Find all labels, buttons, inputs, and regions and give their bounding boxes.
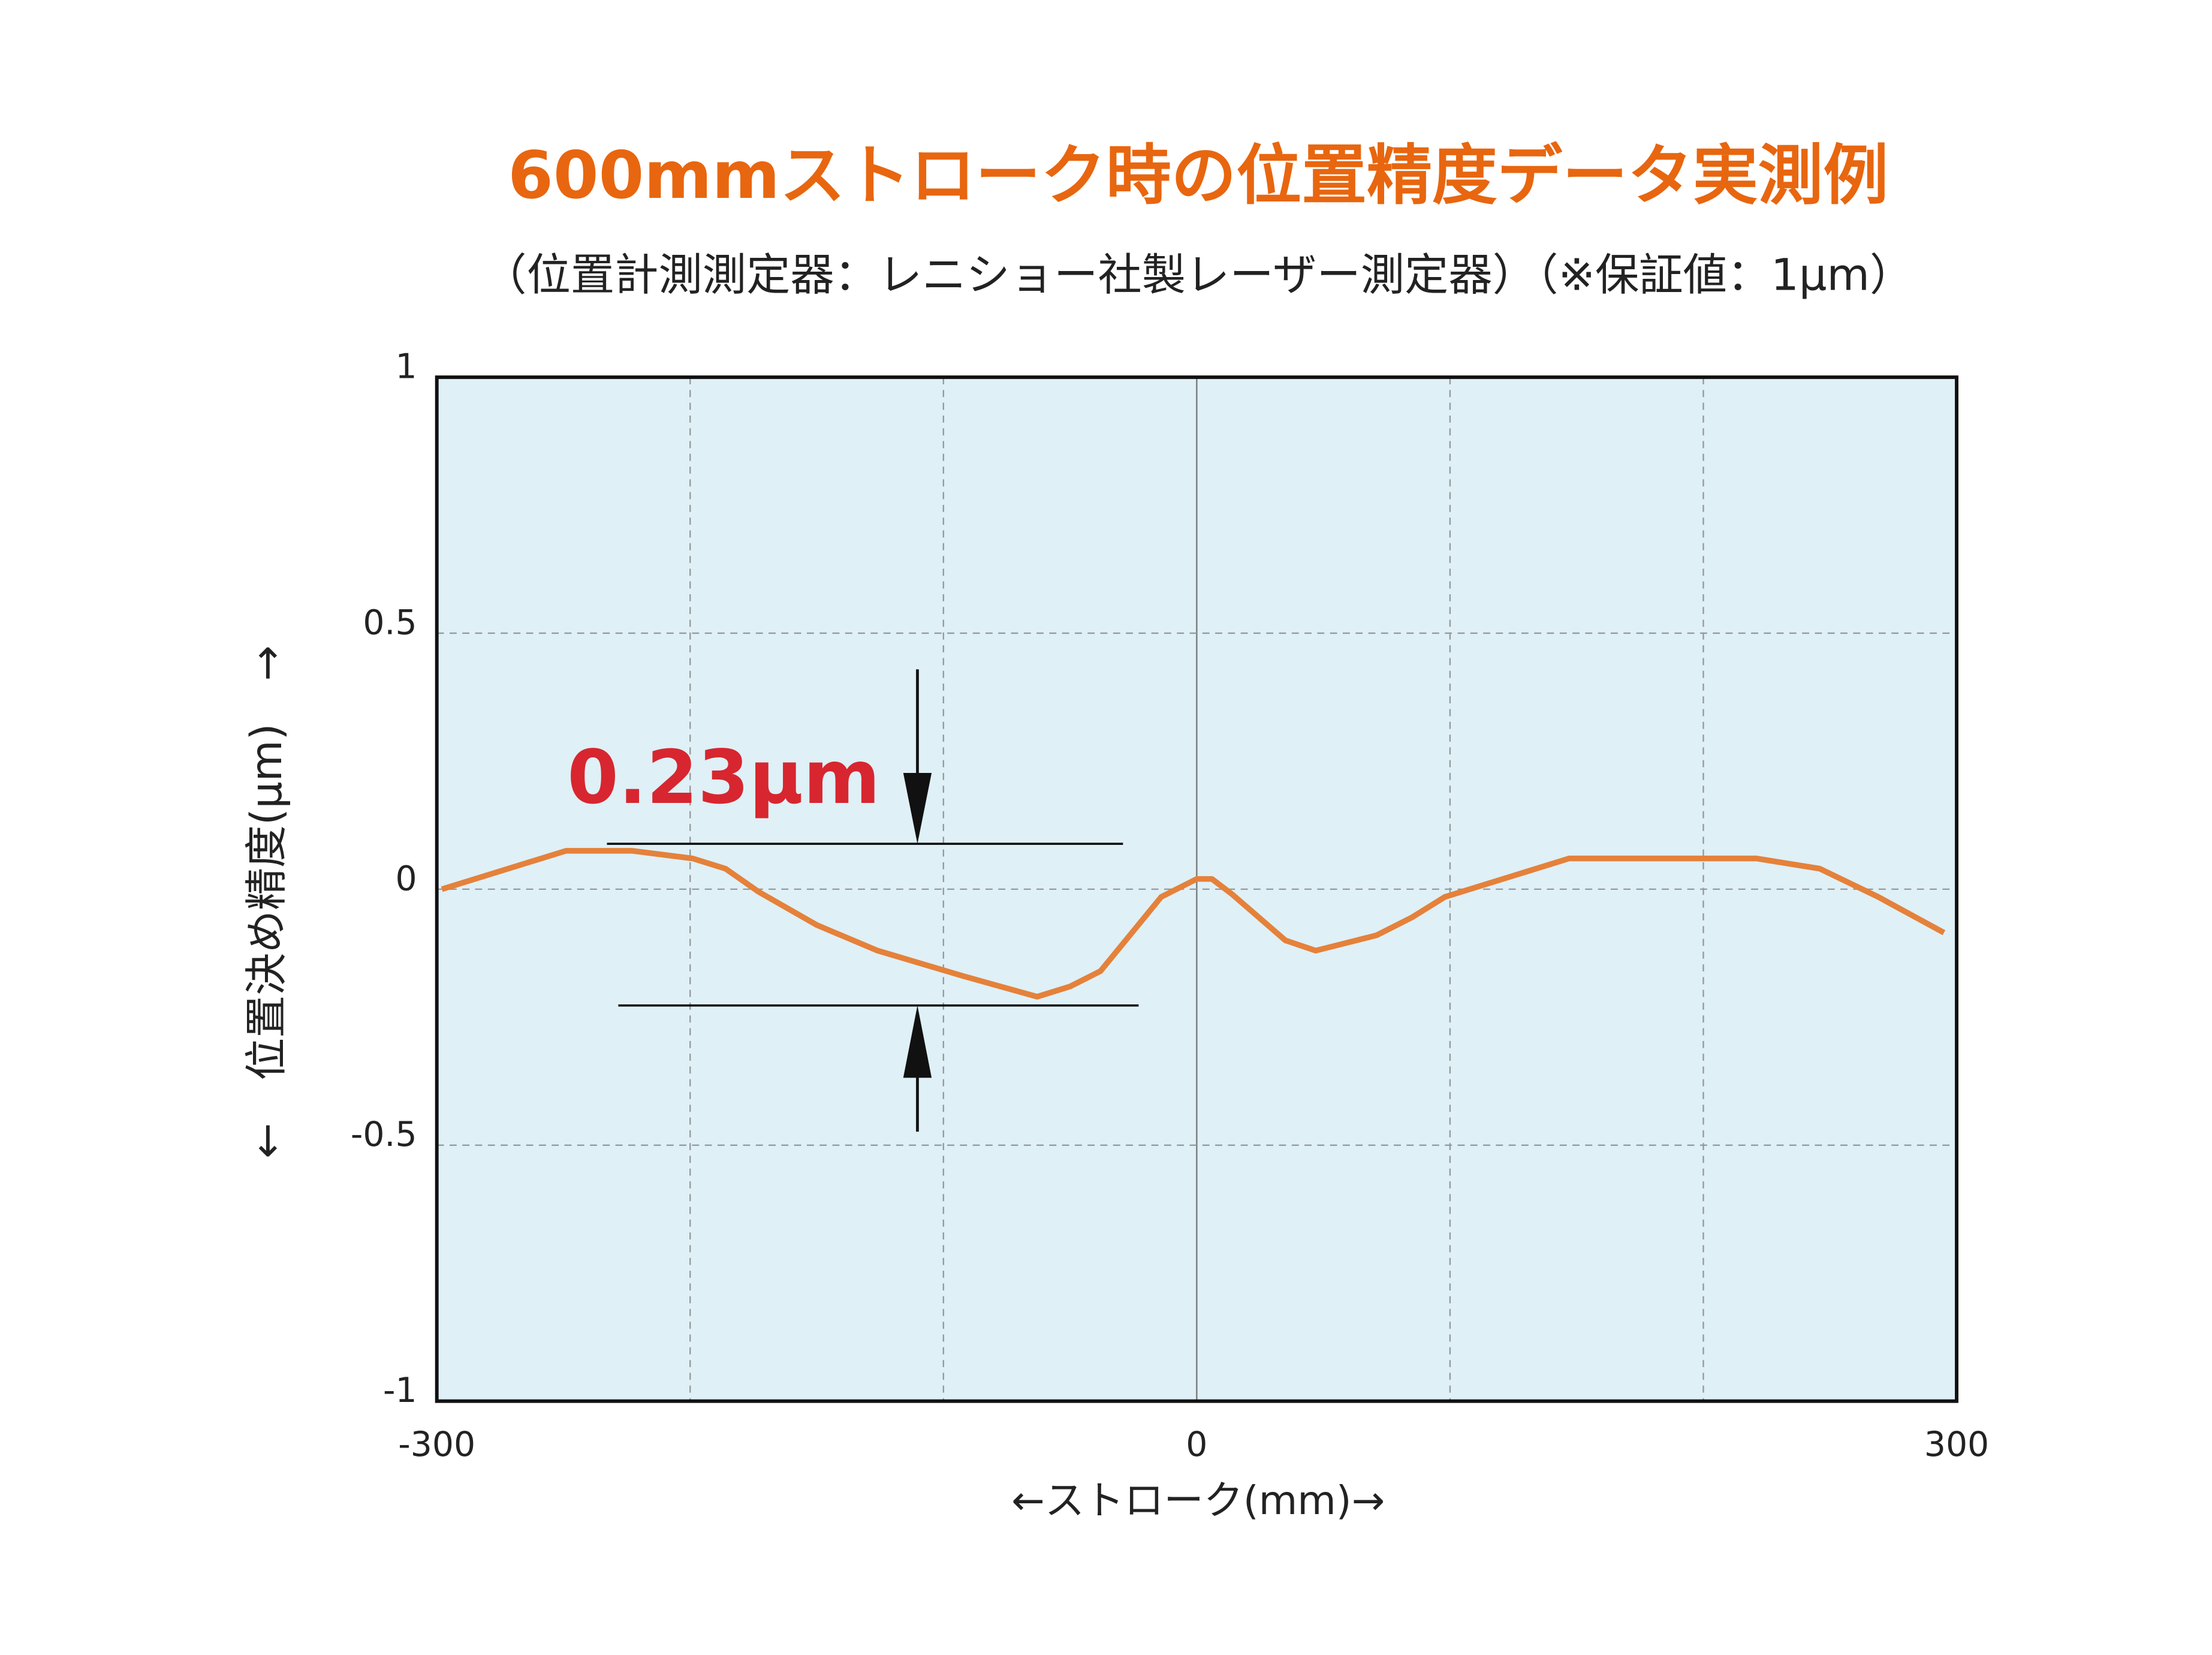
y-tick-label: 0.5: [363, 603, 417, 642]
y-tick-label: 1: [395, 347, 417, 387]
y-axis-label: ← 位置決め精度(μm) →: [242, 645, 291, 1158]
x-tick-label: 300: [1924, 1425, 1989, 1464]
y-tick-label: -1: [383, 1371, 417, 1410]
annotation-arrowhead: [903, 772, 932, 844]
chart-title: 600mmストローク時の位置精度データ実測例: [508, 137, 1888, 213]
plot-border: [435, 375, 1958, 1403]
annotation-label: 0.23μm: [567, 735, 880, 821]
chart-subtitle: （位置計測測定器：レニショー社製レーザー測定器）（※保証値：1μm）: [483, 250, 1913, 301]
x-tick-label: 0: [1186, 1425, 1207, 1464]
annotation-arrowhead: [903, 1005, 932, 1078]
y-tick-label: -0.5: [351, 1115, 417, 1154]
x-tick-label: -300: [398, 1425, 475, 1464]
x-axis-label: ←ストローク(mm)→: [1011, 1478, 1385, 1524]
y-tick-label: 0: [395, 859, 417, 898]
data-line: [441, 848, 1946, 1000]
